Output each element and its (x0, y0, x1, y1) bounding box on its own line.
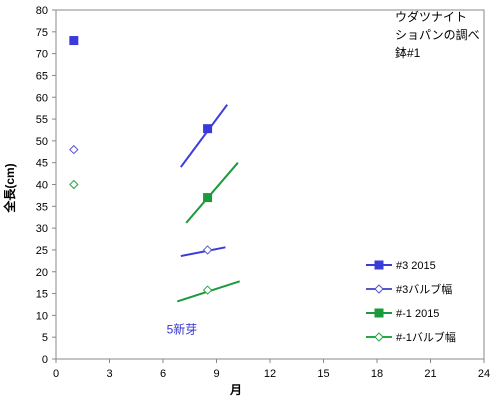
x-axis: 0 3 6 9 12 15 18 21 24 (53, 359, 490, 380)
y-tick-label: 50 (36, 136, 48, 148)
x-tick-label: 9 (213, 368, 219, 380)
legend-label: #3 2015 (396, 260, 436, 272)
title-line-2: ショパンの調べ (395, 28, 480, 42)
legend-marker (374, 260, 384, 270)
annotation-label: 5新芽 (167, 322, 198, 337)
data-point (202, 285, 213, 295)
y-tick-label: 5 (42, 332, 48, 344)
y-tick-label: 0 (42, 354, 48, 366)
legend-marker (374, 308, 384, 318)
chart-title: ウダツナイト ショパンの調べ 鉢#1 (395, 9, 480, 60)
y-tick-label: 75 (36, 27, 48, 39)
title-line-1: ウダツナイト (395, 9, 467, 24)
data-point (69, 179, 79, 190)
legend-label: #-1 2015 (396, 308, 439, 320)
legend-marker (374, 332, 384, 342)
y-axis-title: 全長(cm) (2, 163, 17, 213)
legend-label: #-1バルブ幅 (396, 330, 456, 344)
y-tick-label: 25 (36, 245, 48, 257)
x-tick-label: 21 (424, 368, 436, 380)
x-tick-label: 6 (160, 368, 166, 380)
x-tick-label: 18 (371, 368, 383, 380)
y-tick-label: 30 (36, 223, 48, 235)
y-tick-label: 55 (36, 114, 48, 126)
x-tick-label: 15 (317, 368, 329, 380)
plot-border (55, 9, 485, 360)
legend-label: #3バルブ幅 (396, 282, 452, 296)
x-tick-label: 3 (106, 368, 112, 380)
data-markers (69, 36, 213, 295)
title-line-3: 鉢#1 (395, 46, 421, 60)
y-tick-label: 70 (36, 49, 48, 61)
legend-marker (374, 284, 384, 294)
data-point (203, 124, 213, 134)
plot-area (55, 9, 485, 360)
y-tick-label: 60 (36, 92, 48, 104)
x-tick-label: 12 (264, 368, 276, 380)
y-tick-label: 10 (36, 310, 48, 322)
y-tick-label: 15 (36, 289, 48, 301)
x-axis-title: 月 (229, 383, 242, 397)
legend: #3 2015 #3バルブ幅 #-1 2015 #-1バルブ幅 (366, 260, 456, 344)
data-point (69, 144, 79, 155)
trend-line (180, 104, 229, 168)
y-tick-label: 40 (36, 180, 48, 192)
y-axis: 0 5 10 15 20 25 30 35 40 45 50 55 60 65 70 75 80 (36, 5, 56, 366)
x-tick-label: 0 (53, 368, 59, 380)
data-point (202, 245, 213, 255)
x-tick-label: 24 (478, 368, 490, 380)
y-tick-label: 35 (36, 201, 48, 213)
y-tick-label: 80 (36, 5, 48, 17)
data-point (203, 193, 213, 203)
trend-line (180, 246, 226, 258)
y-tick-label: 65 (36, 70, 48, 82)
y-tick-label: 45 (36, 158, 48, 170)
trend-lines (176, 104, 240, 303)
y-tick-label: 20 (36, 267, 48, 279)
trend-line (185, 162, 239, 224)
data-point (69, 36, 79, 46)
